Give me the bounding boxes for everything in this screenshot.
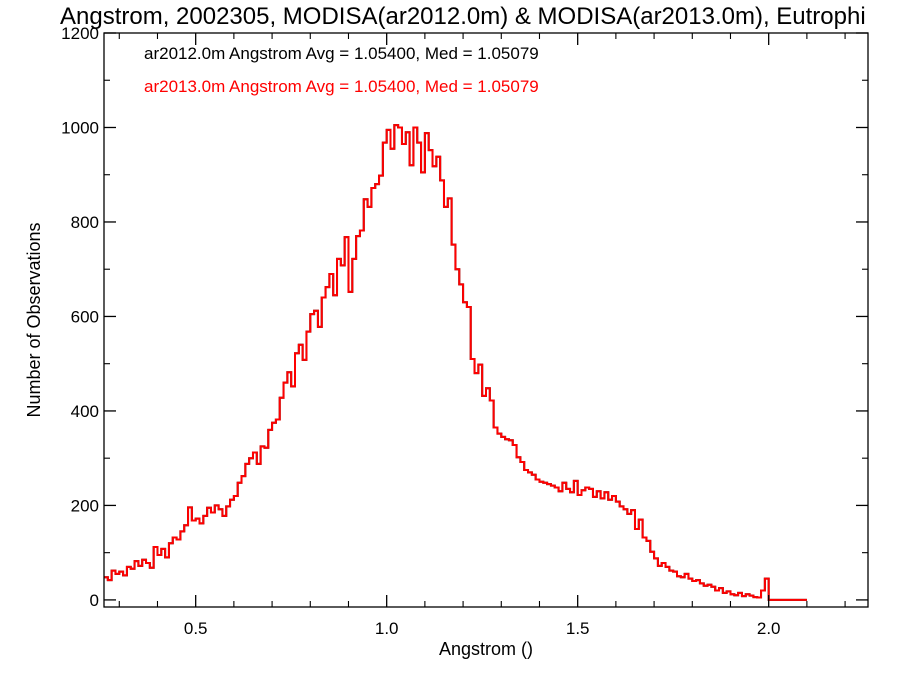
x-tick-label: 0.5 (184, 619, 208, 638)
y-tick-label: 800 (71, 213, 99, 232)
x-ticks: 0.5 1.0 1.5 2.0 (118, 33, 846, 638)
chart-title: Angstrom, 2002305, MODISA(ar2012.0m) & M… (60, 3, 866, 30)
x-tick-label: 1.0 (375, 619, 399, 638)
series-line-2 (104, 124, 807, 601)
legend-entry-series-1: ar2012.0m Angstrom Avg = 1.05400, Med = … (144, 44, 539, 63)
series-layer (104, 124, 807, 601)
y-tick-label: 0 (90, 591, 99, 610)
legend-entry-series-2: ar2013.0m Angstrom Avg = 1.05400, Med = … (144, 77, 539, 96)
y-tick-label: 600 (71, 307, 99, 326)
plot-frame (103, 32, 869, 608)
x-tick-label: 1.5 (566, 619, 590, 638)
y-tick-label: 400 (71, 402, 99, 421)
y-ticks: 0 200 400 600 800 1000 1200 (61, 24, 868, 610)
y-tick-label: 1000 (61, 118, 99, 137)
x-tick-label: 2.0 (757, 619, 781, 638)
y-tick-label: 1200 (61, 24, 99, 43)
y-tick-label: 200 (71, 496, 99, 515)
y-axis-label: Number of Observations (24, 222, 44, 417)
x-axis-label: Angstrom () (439, 639, 533, 659)
